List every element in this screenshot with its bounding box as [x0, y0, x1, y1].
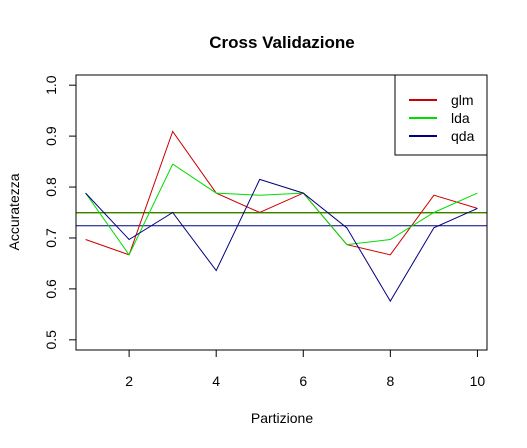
y-tick-label: 1.0 [43, 75, 59, 95]
plot-area [76, 130, 487, 303]
series-line-glm [85, 130, 478, 256]
y-tick-label: 0.8 [43, 177, 59, 197]
x-axis-label: Partizione [251, 410, 313, 426]
x-tick-label: 8 [386, 373, 394, 389]
legend-label-qda: qda [451, 128, 475, 144]
x-axis: 2 4 6 8 10 [125, 349, 486, 389]
series-line-lda [85, 163, 478, 256]
x-tick-label: 2 [125, 373, 133, 389]
y-axis: 0.5 0.6 0.7 0.8 0.9 1.0 [43, 75, 77, 350]
legend-label-glm: glm [451, 92, 474, 108]
y-axis-label: Accuratezza [6, 173, 22, 250]
legend: glm lda qda [394, 74, 488, 156]
y-tick-label: 0.6 [43, 279, 59, 299]
x-tick-label: 6 [299, 373, 307, 389]
series-line-qda [85, 178, 478, 303]
y-tick-label: 0.7 [43, 228, 59, 248]
y-tick-label: 0.5 [43, 330, 59, 350]
legend-label-lda: lda [451, 110, 470, 126]
legend-box [394, 74, 488, 156]
chart-title: Cross Validazione [209, 33, 355, 52]
x-tick-label: 4 [212, 373, 220, 389]
y-tick-label: 0.9 [43, 126, 59, 146]
x-tick-label: 10 [470, 373, 486, 389]
